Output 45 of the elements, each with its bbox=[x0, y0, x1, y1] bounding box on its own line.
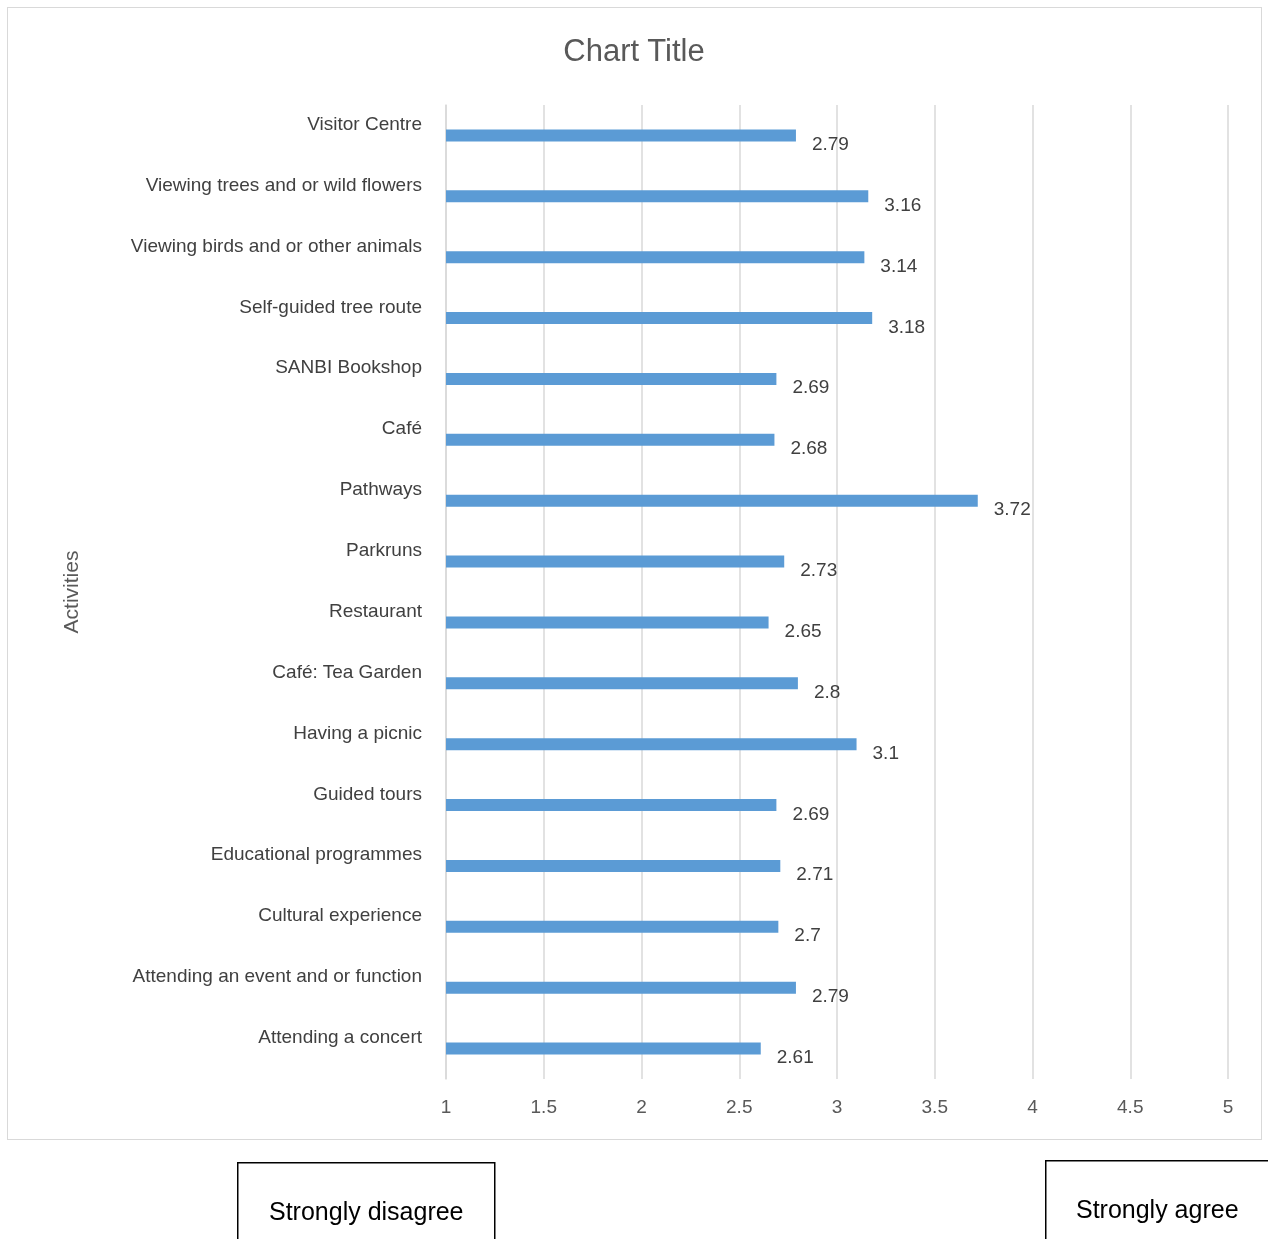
x-tick-label: 1.5 bbox=[530, 1096, 557, 1117]
y-tick-label: Café: Tea Garden bbox=[272, 660, 422, 682]
chart-title: Chart Title bbox=[563, 33, 705, 68]
y-tick-label: SANBI Bookshop bbox=[275, 356, 422, 378]
y-tick-label: Visitor Centre bbox=[307, 112, 422, 134]
y-tick-label: Restaurant bbox=[329, 599, 423, 621]
x-tick-label: 2.5 bbox=[726, 1096, 753, 1117]
data-label: 3.16 bbox=[884, 193, 922, 215]
y-tick-label: Having a picnic bbox=[293, 721, 422, 743]
data-label: 2.69 bbox=[792, 802, 830, 824]
text: Strongly disagree bbox=[268, 1196, 464, 1225]
data-label: 3.1 bbox=[872, 741, 899, 763]
y-tick-label: Guided tours bbox=[313, 782, 422, 804]
y-tick-label: Self-guided tree route bbox=[239, 295, 422, 317]
data-label: 2.7 bbox=[794, 924, 821, 946]
y-tick-label: Cultural experience bbox=[258, 904, 422, 926]
data-label: 2.65 bbox=[784, 619, 822, 641]
x-tick-label: 4.5 bbox=[1117, 1096, 1144, 1117]
y-tick-label: Pathways bbox=[339, 478, 422, 500]
y-tick-label: Attending a concert bbox=[258, 1026, 423, 1048]
y-tick-label: Attending an event and or function bbox=[132, 965, 422, 987]
data-label: 3.14 bbox=[880, 254, 918, 276]
data-label: 2.79 bbox=[811, 132, 849, 154]
data-label: 2.69 bbox=[792, 376, 830, 398]
data-label: 2.61 bbox=[776, 1046, 814, 1068]
data-label: 2.71 bbox=[796, 863, 834, 885]
y-tick-label: Viewing trees and or wild flowers bbox=[145, 173, 422, 195]
x-tick-label: 1 bbox=[440, 1096, 452, 1117]
data-label: 2.8 bbox=[813, 680, 841, 702]
y-tick-label: Educational programmes bbox=[210, 843, 422, 865]
y-tick-label: Café bbox=[381, 417, 422, 439]
x-tick-label: 4 bbox=[1027, 1096, 1039, 1117]
x-tick-label: 5 bbox=[1222, 1096, 1234, 1117]
data-label: 3.18 bbox=[888, 315, 926, 337]
y-tick-label: Parkruns bbox=[345, 539, 422, 561]
y-axis-title: Activities bbox=[59, 550, 82, 634]
data-label: 2.68 bbox=[790, 437, 828, 459]
y-tick-label: Viewing birds and or other animals bbox=[130, 234, 422, 256]
x-tick-label: 3.5 bbox=[921, 1096, 948, 1117]
data-label: 3.72 bbox=[993, 498, 1031, 520]
x-tick-label: 2 bbox=[636, 1096, 647, 1117]
text: Strongly agree bbox=[1075, 1194, 1239, 1223]
data-label: 2.73 bbox=[800, 559, 838, 581]
x-tick-label: 3 bbox=[831, 1096, 843, 1117]
data-label: 2.79 bbox=[811, 985, 849, 1007]
